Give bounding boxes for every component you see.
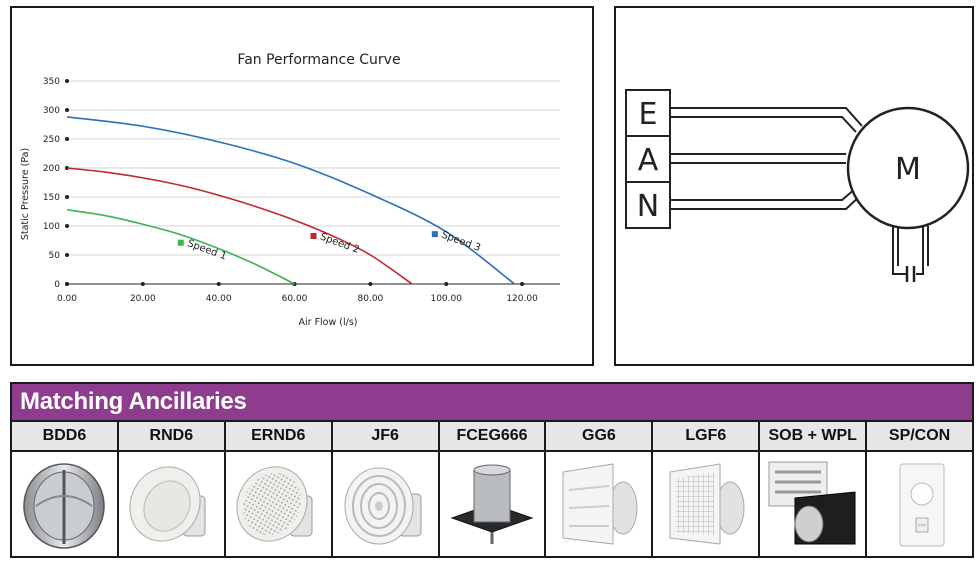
y-tick-label: 300 — [43, 106, 60, 116]
x-tick-label: 20.00 — [130, 294, 156, 304]
chart-svg: Fan Performance Curve 0 50 100 150 200 250 300… — [20, 52, 560, 328]
y-tick-label: 200 — [43, 164, 60, 174]
ancillary-sp-con: SP/CON — [867, 422, 973, 556]
x-tick-mark — [65, 282, 69, 286]
chart-grid — [67, 80, 560, 256]
x-tick-mark — [216, 282, 221, 286]
series-label-1: Speed 1 — [186, 238, 228, 262]
series-label-2: Speed 2 — [318, 232, 360, 256]
capacitor-wire — [892, 226, 906, 275]
series-marker-2 — [310, 233, 317, 240]
y-tick-label: 250 — [43, 135, 60, 145]
capacitor-wire — [916, 226, 924, 275]
y-tick-label: 0 — [54, 280, 60, 290]
series-marker-1 — [177, 239, 184, 246]
terminal-active-label: A — [638, 143, 659, 178]
x-tick-label: 40.00 — [206, 294, 232, 304]
x-tick-mark — [140, 282, 145, 286]
y-tick-mark — [65, 253, 69, 257]
y-tick-mark — [65, 108, 69, 112]
ancillary-label: SP/CON — [867, 422, 973, 452]
series-line-2 — [66, 167, 413, 285]
x-tick-label: 120.00 — [506, 294, 538, 304]
terminal-neutral-label: N — [637, 189, 659, 224]
y-tick-label: 50 — [49, 251, 61, 261]
motor-circle — [846, 106, 970, 230]
round-grille-icon — [236, 466, 313, 542]
series-line-3 — [66, 116, 515, 285]
ancillary-label: RND6 — [118, 422, 224, 452]
soffit-box-icon — [768, 461, 856, 545]
ancillaries-header: Matching Ancillaries — [12, 384, 972, 422]
wiring-diagram: E A N M — [614, 6, 974, 366]
chart-series: Speed 1 Speed 2 Speed 3 — [66, 116, 515, 285]
x-axis-label: Air Flow (l/s) — [299, 317, 358, 328]
ancillaries-title: Matching Ancillaries — [20, 388, 247, 415]
backdraft-damper-icon — [23, 463, 106, 549]
series-label-3: Speed 3 — [440, 230, 482, 254]
ancillary-sob-wpl: SOB + WPL — [760, 422, 868, 556]
ancillary-lgf6: LGF6 — [653, 422, 761, 556]
ancillary-label: ERND6 — [225, 422, 331, 452]
y-tick-mark — [65, 224, 69, 228]
matching-ancillaries: Matching Ancillaries BDD6 RND6 ERND6 — [10, 382, 974, 558]
series-line-1 — [66, 208, 295, 285]
fan-performance-chart: Fan Performance Curve 0 50 100 150 200 250 300… — [10, 6, 594, 366]
chart-title: Fan Performance Curve — [237, 52, 400, 68]
y-tick-mark — [65, 137, 69, 141]
terminal-earth-label: E — [639, 97, 658, 132]
y-tick-mark — [65, 195, 69, 199]
ancillary-label: JF6 — [332, 422, 438, 452]
ancillary-ernd6: ERND6 — [225, 422, 333, 556]
neutral-wire — [670, 193, 863, 210]
ancillary-label: LGF6 — [653, 422, 759, 452]
series-marker-3 — [431, 231, 438, 238]
y-tick-label: 100 — [43, 222, 60, 232]
louvre-grille-icon — [669, 463, 745, 545]
y-tick-label: 350 — [43, 77, 60, 87]
chart-axes: 0 50 100 150 200 250 300 350 0.00 20.00 40.00 60.00… — [43, 77, 560, 304]
wiring-svg: E A N M — [625, 89, 970, 282]
gravity-grille-icon — [562, 463, 638, 545]
ancillary-jf6: JF6 — [332, 422, 440, 556]
x-tick-mark — [368, 282, 373, 286]
ancillary-label: BDD6 — [12, 422, 117, 452]
fire-collar-icon — [450, 464, 534, 544]
x-tick-mark — [444, 282, 449, 286]
motor-label: M — [895, 152, 921, 187]
x-tick-label: 60.00 — [282, 294, 308, 304]
neutral-wire — [670, 187, 857, 201]
ancillary-rnd6: RND6 — [118, 422, 226, 556]
ancillary-fceg666: FCEG666 — [439, 422, 547, 556]
earth-wire — [670, 116, 857, 133]
ancillary-label: GG6 — [546, 422, 652, 452]
ancillary-label: SOB + WPL — [760, 422, 866, 452]
x-tick-mark — [520, 282, 525, 286]
ancillaries-grid: BDD6 RND6 ERND6 — [12, 422, 973, 556]
round-diffuser-icon — [129, 466, 206, 542]
speed-controller-icon — [899, 463, 945, 547]
x-tick-label: 100.00 — [430, 294, 462, 304]
y-tick-label: 150 — [43, 193, 60, 203]
jet-fan-diffuser-icon — [344, 467, 422, 545]
ancillary-gg6: GG6 — [546, 422, 654, 556]
y-axis-label: Static Pressure (Pa) — [20, 148, 31, 240]
x-tick-label: 80.00 — [358, 294, 384, 304]
y-tick-mark — [65, 79, 69, 83]
ancillary-label: FCEG666 — [439, 422, 545, 452]
ancillary-bdd6: BDD6 — [12, 422, 119, 556]
x-tick-label: 0.00 — [57, 294, 77, 304]
terminal-block — [625, 89, 671, 229]
earth-wire — [670, 107, 863, 127]
